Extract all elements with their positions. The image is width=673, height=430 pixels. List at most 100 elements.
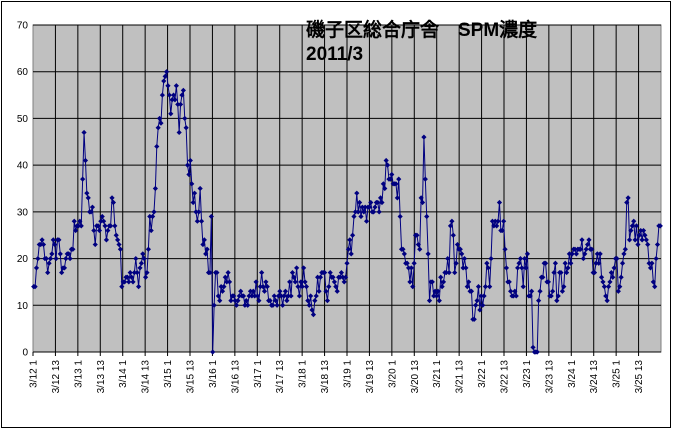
data-point	[39, 237, 45, 243]
data-point	[639, 237, 645, 243]
data-point	[387, 176, 393, 182]
data-point	[142, 274, 149, 280]
x-tick-label: 3/18 13	[320, 360, 331, 394]
data-point	[411, 260, 417, 266]
data-point	[46, 260, 52, 266]
data-point	[506, 279, 512, 285]
data-point	[140, 251, 146, 257]
data-point	[254, 293, 261, 299]
data-point	[529, 288, 535, 294]
data-point	[426, 298, 433, 304]
data-point	[274, 302, 280, 308]
data-point	[554, 298, 560, 304]
y-tick-label: 60	[17, 67, 29, 78]
data-point	[53, 255, 59, 262]
data-point	[119, 284, 125, 290]
data-point	[351, 213, 357, 220]
data-point	[652, 284, 658, 290]
data-point	[210, 349, 216, 355]
data-point	[453, 260, 459, 266]
data-point	[408, 265, 414, 271]
data-point	[91, 227, 97, 234]
data-point	[92, 241, 98, 248]
data-point	[593, 260, 599, 266]
data-point	[147, 213, 153, 220]
data-point	[110, 199, 117, 206]
data-point	[417, 246, 423, 252]
data-point	[625, 195, 631, 201]
data-point	[516, 260, 522, 266]
data-point	[305, 298, 311, 304]
y-tick-label: 40	[17, 161, 29, 172]
data-point	[440, 279, 447, 285]
data-point	[480, 302, 486, 308]
data-point	[452, 269, 458, 276]
data-point	[208, 213, 214, 220]
x-tick-label: 3/17 1	[253, 360, 264, 388]
data-point	[584, 241, 591, 248]
data-point	[563, 269, 570, 276]
data-point	[59, 269, 65, 276]
data-point	[617, 284, 623, 290]
data-point	[377, 195, 384, 201]
x-tick-label: 3/25 13	[634, 360, 645, 394]
data-point	[422, 176, 428, 182]
data-point	[271, 293, 277, 299]
data-point	[162, 73, 168, 79]
data-point	[149, 213, 156, 220]
data-point	[263, 279, 269, 285]
data-point	[105, 227, 111, 234]
data-point	[310, 312, 317, 318]
data-point	[478, 293, 484, 299]
data-point	[166, 92, 172, 98]
data-point	[243, 298, 249, 304]
data-point	[503, 265, 510, 271]
data-point	[75, 223, 82, 229]
data-point	[127, 269, 133, 276]
data-point	[614, 255, 620, 262]
data-point	[468, 288, 475, 294]
data-point	[130, 279, 136, 285]
x-tick-label: 3/24 13	[589, 360, 600, 394]
data-point	[370, 209, 377, 215]
data-point	[316, 288, 322, 294]
data-point	[280, 302, 286, 308]
data-point	[222, 274, 228, 280]
data-point	[524, 251, 531, 257]
data-point	[492, 218, 498, 224]
data-point	[35, 255, 41, 262]
data-point	[52, 241, 58, 248]
data-point	[654, 241, 661, 248]
data-point	[649, 260, 655, 266]
data-point	[487, 284, 493, 290]
data-point	[473, 302, 479, 308]
data-point	[101, 218, 107, 224]
data-point	[548, 293, 554, 299]
y-axis: 0 10 20 30 40 50 60 70	[17, 21, 29, 359]
data-point	[361, 209, 367, 215]
data-point	[460, 265, 466, 271]
data-point	[343, 274, 349, 280]
data-point	[519, 265, 525, 271]
data-point	[277, 288, 283, 294]
data-point	[383, 157, 389, 164]
data-point	[189, 181, 195, 187]
data-point	[201, 237, 207, 243]
x-tick-label: 3/20 1	[387, 360, 398, 388]
data-point	[517, 255, 524, 262]
data-point	[303, 284, 310, 290]
x-tick-label: 3/21 1	[432, 360, 443, 388]
data-point	[196, 209, 202, 215]
data-point	[358, 213, 364, 220]
data-point	[308, 293, 314, 299]
data-point	[151, 209, 157, 215]
data-point	[421, 134, 427, 140]
data-point	[638, 227, 644, 234]
data-point	[334, 288, 340, 294]
data-point	[198, 218, 205, 224]
data-point	[159, 92, 165, 98]
data-point	[235, 298, 241, 304]
data-point	[281, 293, 287, 299]
x-tick-label: 3/12 13	[51, 360, 62, 394]
data-point	[355, 209, 361, 215]
